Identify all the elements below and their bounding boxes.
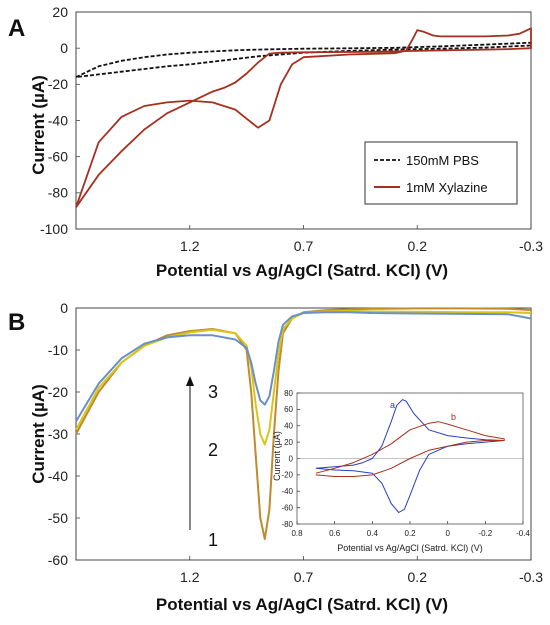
x-tick-label: 0.2 xyxy=(408,569,428,585)
series-line-b xyxy=(315,421,505,477)
inset-curve-label-b: b xyxy=(451,412,456,422)
x-tick-label: 0.4 xyxy=(367,529,379,538)
y-tick-label: 20 xyxy=(52,4,68,20)
x-tick-label: 0.2 xyxy=(404,529,416,538)
inset-x-ticks: 0.8 0.6 0.4 0.2 0 -0.2 -0.4 xyxy=(291,521,530,538)
inset-series xyxy=(315,399,505,513)
series-line-1mm-xylazine xyxy=(75,27,532,208)
panel-a-legend: 150mM PBS 1mM Xylazine xyxy=(364,141,518,205)
y-tick-label: 40 xyxy=(284,422,293,431)
y-tick-label: -80 xyxy=(281,520,293,529)
y-tick-label: -40 xyxy=(281,487,293,496)
y-tick-label: -20 xyxy=(48,76,68,92)
panel-b-x-ticks: 1.2 0.7 0.2 -0.3 xyxy=(180,556,543,585)
x-tick-label: 0.8 xyxy=(291,529,303,538)
y-tick-label: -30 xyxy=(48,426,68,442)
y-tick-label: -60 xyxy=(281,503,293,512)
panel-b-series xyxy=(75,307,532,540)
x-tick-label: 1.2 xyxy=(180,569,200,585)
y-tick-label: -50 xyxy=(48,510,68,526)
x-tick-label: 0 xyxy=(445,529,450,538)
inset-xlabel: Potential vs Ag/AgCl (Satrd. KCl) (V) xyxy=(337,543,483,553)
panel-b-y-ticks: 0 -10 -20 -30 -40 -50 -60 xyxy=(48,300,80,568)
x-tick-label: -0.3 xyxy=(519,569,543,585)
series-line-1 xyxy=(75,307,532,540)
x-tick-label: -0.4 xyxy=(516,529,530,538)
y-tick-label: 60 xyxy=(284,405,293,414)
legend-box xyxy=(364,141,518,205)
y-tick-label: -20 xyxy=(48,384,68,400)
x-tick-label: 0.7 xyxy=(294,569,314,585)
panel-a-label: A xyxy=(8,15,25,42)
panel-a-x-ticks: 1.2 0.7 0.2 -0.3 xyxy=(180,225,543,254)
y-tick-label: -40 xyxy=(48,468,68,484)
x-tick-label: 1.2 xyxy=(180,238,200,254)
legend-entry-xylazine: 1mM Xylazine xyxy=(406,180,488,195)
increase-arrow-head xyxy=(186,376,194,386)
panel-a-ylabel: Current (µA) xyxy=(29,75,48,175)
panel-a-xlabel: Potential vs Ag/AgCl (Satrd. KCl) (V) xyxy=(156,261,448,280)
series-line-3 xyxy=(75,311,532,422)
y-tick-label: 0 xyxy=(289,454,294,463)
inset-ylabel: Current (µA) xyxy=(272,431,282,481)
inset-curve-label-a: a xyxy=(390,400,395,410)
y-tick-label: -60 xyxy=(48,149,68,165)
panel-b-label: B xyxy=(8,309,25,336)
y-tick-label: -40 xyxy=(48,112,68,128)
panel-a: A Current (µA) Potential vs Ag/AgCl (Sat… xyxy=(8,4,543,280)
x-tick-label: -0.3 xyxy=(519,238,543,254)
y-tick-label: 20 xyxy=(284,438,293,447)
panel-a-y-ticks: 20 0 -20 -40 -60 -80 -100 xyxy=(40,4,80,237)
y-tick-label: -100 xyxy=(40,221,68,237)
y-tick-label: 80 xyxy=(284,389,293,398)
x-tick-label: 0.6 xyxy=(329,529,341,538)
legend-entry-pbs: 150mM PBS xyxy=(406,153,479,168)
panel-b-ylabel: Current (µA) xyxy=(29,384,48,484)
y-tick-label: -60 xyxy=(48,552,68,568)
panel-a-series xyxy=(75,27,532,208)
x-tick-label: 0.7 xyxy=(294,238,314,254)
inset-chart: Current (µA) Potential vs Ag/AgCl (Satrd… xyxy=(272,389,530,553)
series-line-150mm-pbs xyxy=(75,41,532,78)
x-tick-label: -0.2 xyxy=(478,529,492,538)
panel-b-xlabel: Potential vs Ag/AgCl (Satrd. KCl) (V) xyxy=(156,595,448,614)
x-tick-label: 0.2 xyxy=(408,238,428,254)
y-tick-label: -10 xyxy=(48,342,68,358)
y-tick-label: -80 xyxy=(48,185,68,201)
annotation-1: 1 xyxy=(208,530,218,550)
annotation-3: 3 xyxy=(208,382,218,402)
y-tick-label: 0 xyxy=(60,40,68,56)
y-tick-label: -20 xyxy=(281,471,293,480)
panel-b: B Current (µA) Potential vs Ag/AgCl (Sat… xyxy=(8,300,543,614)
y-tick-label: 0 xyxy=(60,300,68,316)
annotation-2: 2 xyxy=(208,440,218,460)
